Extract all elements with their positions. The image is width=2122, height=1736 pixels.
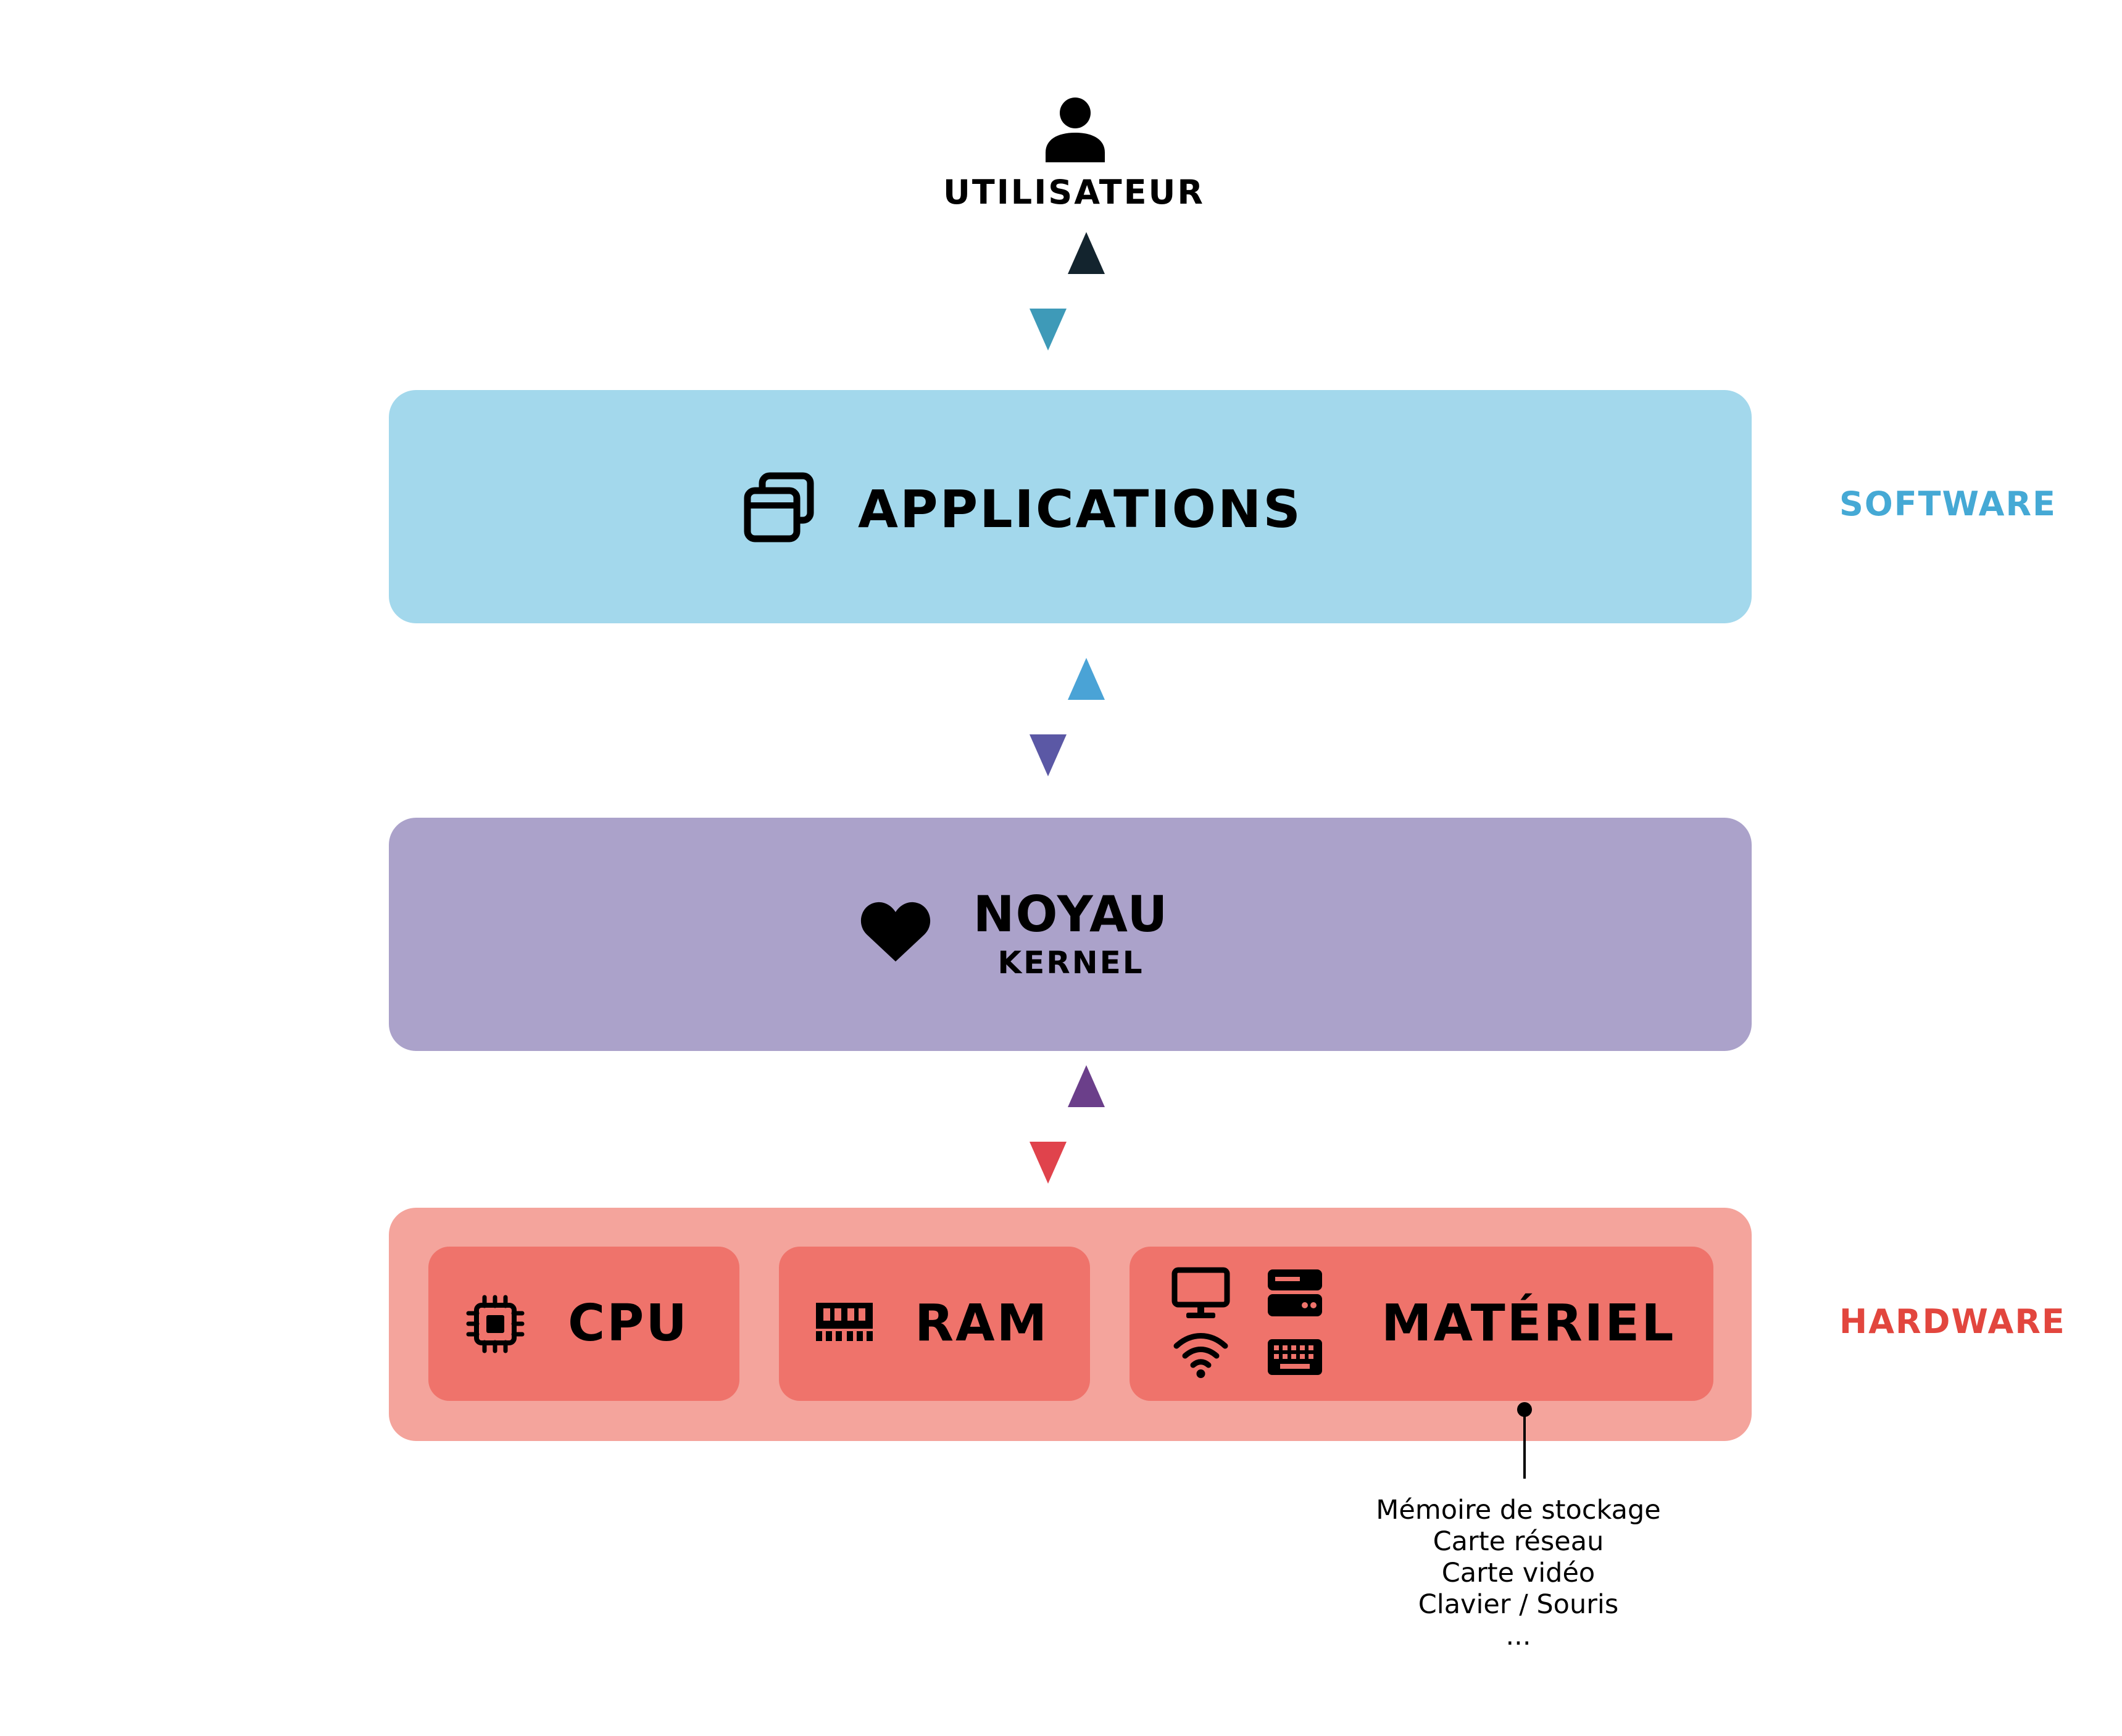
- detail-item: Carte vidéo: [1441, 1558, 1596, 1589]
- arrows-applications-kernel: [1030, 656, 1105, 778]
- arrows-user-applications: [1030, 230, 1105, 352]
- detail-item: Carte réseau: [1433, 1526, 1604, 1557]
- hardware-details-list: Mémoire de stockage Carte réseau Carte v…: [1265, 1495, 1771, 1652]
- user-label: UTILISATEUR: [943, 173, 1205, 212]
- cpu-icon: [466, 1295, 525, 1353]
- kernel-sublabel: KERNEL: [997, 945, 1144, 981]
- callout-line: [1517, 1402, 1532, 1479]
- arrows-kernel-hardware: [1030, 1063, 1105, 1186]
- applications-layer: [389, 390, 1752, 623]
- heart-icon: [860, 902, 931, 961]
- user-icon: [1046, 98, 1105, 162]
- wifi-icon: [1173, 1333, 1228, 1378]
- detail-item: ...: [1505, 1621, 1531, 1651]
- cpu-box: [428, 1247, 739, 1401]
- drive-icon: [1268, 1269, 1322, 1316]
- detail-item: Mémoire de stockage: [1376, 1495, 1661, 1526]
- ram-icon: [816, 1303, 873, 1341]
- materiel-label: MATÉRIEL: [1381, 1294, 1676, 1353]
- keyboard-icon: [1268, 1339, 1322, 1375]
- cpu-label: CPU: [568, 1294, 689, 1353]
- monitor-icon: [1171, 1267, 1230, 1318]
- software-label: SOFTWARE: [1839, 484, 2057, 523]
- detail-item: Clavier / Souris: [1418, 1589, 1619, 1620]
- applications-label: APPLICATIONS: [858, 479, 1302, 539]
- kernel-layer: [389, 818, 1752, 1051]
- hardware-label: HARDWARE: [1839, 1302, 2066, 1341]
- ram-label: RAM: [915, 1294, 1049, 1353]
- windows-icon: [744, 472, 814, 542]
- kernel-label: NOYAU: [973, 886, 1169, 943]
